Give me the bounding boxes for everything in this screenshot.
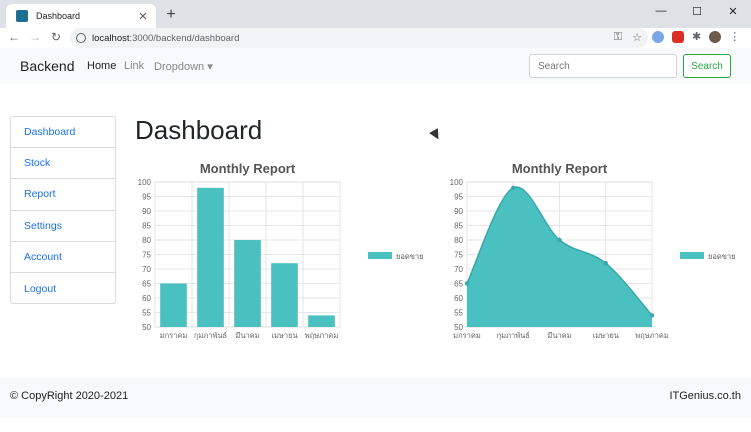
tab-title: Dashboard (36, 11, 81, 21)
nav-dropdown[interactable]: Dropdown ▾ (154, 61, 213, 73)
sidebar-item-report[interactable]: Report (11, 179, 115, 211)
sidebar-item-account[interactable]: Account (11, 242, 115, 273)
bar (308, 315, 335, 327)
y-tick-label: 100 (138, 178, 152, 187)
sidebar-item-dashboard[interactable]: Dashboard (11, 117, 115, 149)
page-title: Dashboard (135, 115, 263, 145)
url-path: :3000/backend/dashboard (129, 32, 240, 44)
bookmark-star-icon[interactable]: ☆ (632, 32, 642, 44)
browser-tab[interactable]: Dashboard ✕ (6, 4, 156, 28)
x-tick-label: กุมภาพันธ์ (497, 331, 530, 340)
sidebar-menu: Dashboard Stock Report Settings Account … (10, 116, 116, 304)
footer: © CopyRight 2020-2021 ITGenius.co.th (0, 378, 751, 418)
minimize-icon[interactable]: — (655, 5, 667, 17)
close-window-icon[interactable]: ✕ (728, 5, 738, 18)
data-point (649, 313, 655, 318)
copyright-text: © CopyRight 2020-2021 (10, 390, 129, 402)
search-input[interactable] (529, 54, 677, 78)
y-tick-label: 65 (454, 280, 463, 289)
browser-tab-strip: Dashboard ✕ + — ☐ ✕ (0, 0, 751, 28)
x-tick-label: มกราคม (453, 331, 481, 340)
search-button[interactable]: Search (683, 54, 731, 78)
navbar-brand[interactable]: Backend (20, 58, 75, 74)
extension-icon[interactable] (672, 30, 684, 43)
data-point (557, 237, 562, 243)
y-tick-label: 75 (454, 251, 463, 260)
y-tick-label: 60 (454, 294, 463, 303)
avatar[interactable] (709, 30, 722, 43)
y-tick-label: 100 (450, 178, 464, 187)
y-tick-label: 70 (454, 265, 463, 274)
y-tick-label: 90 (454, 207, 463, 216)
y-tick-label: 85 (142, 222, 151, 231)
footer-brand: ITGenius.co.th (669, 390, 741, 402)
area-line (466, 186, 653, 316)
x-tick-label: กุมภาพันธ์ (194, 331, 227, 340)
y-tick-label: 75 (142, 251, 151, 260)
extension-icon[interactable] (652, 30, 664, 43)
back-icon[interactable]: ← (8, 30, 20, 44)
area-chart: Monthly Report 50 55 60 65 70 75 80 85 90 95 100 มกร… (447, 155, 747, 355)
y-tick-label: 60 (142, 294, 151, 303)
chart-title: Monthly Report (200, 161, 296, 176)
y-tick-label: 95 (454, 193, 463, 202)
y-tick-label: 95 (142, 193, 151, 202)
address-bar-row: ← → ↻ localhost :3000/backend/dashboard … (0, 28, 751, 48)
area-fill (467, 187, 652, 327)
bar (197, 187, 224, 327)
x-tick-label: พฤษภาคม (305, 331, 339, 340)
y-tick-label: 50 (454, 323, 463, 332)
x-tick-label: มกราคม (160, 331, 188, 340)
y-tick-label: 80 (454, 236, 463, 245)
legend-label: ยอดขาย (708, 252, 736, 261)
x-tick-label: มีนาคม (547, 331, 571, 340)
maximize-icon[interactable]: ☐ (692, 5, 702, 18)
y-tick-label: 90 (142, 207, 151, 216)
y-tick-label: 55 (142, 309, 151, 318)
url-host: localhost (92, 32, 130, 44)
sidebar-item-stock[interactable]: Stock (11, 148, 115, 180)
y-tick-label: 85 (454, 222, 463, 231)
key-icon[interactable]: ⚿ (613, 31, 623, 43)
bar (234, 240, 261, 327)
bar-chart-svg: Monthly Report 50 55 60 65 70 75 80 85 90 95 100 มกร… (138, 161, 424, 340)
menu-dots-icon[interactable]: ⋮ (729, 31, 741, 43)
nav-home[interactable]: Home (87, 60, 117, 72)
react-favicon-icon (16, 10, 28, 22)
legend-swatch (368, 252, 392, 259)
x-tick-label: พฤษภาคม (635, 331, 669, 340)
y-tick-label: 65 (142, 280, 151, 289)
bar-chart: Monthly Report 50 55 60 65 70 75 80 85 90 95 100 มกร… (135, 155, 435, 355)
app-navbar: Backend Home Link Dropdown ▾ Search (0, 48, 751, 84)
area-chart-svg: Monthly Report 50 55 60 65 70 75 80 85 90 95 100 มกร… (450, 161, 736, 340)
chart-title: Monthly Report (512, 161, 608, 176)
reload-icon[interactable]: ↻ (50, 30, 62, 44)
y-tick-label: 50 (142, 323, 151, 332)
url-bar[interactable]: localhost :3000/backend/dashboard ⚿ ☆ (70, 28, 648, 48)
forward-icon[interactable]: → (29, 30, 41, 44)
x-tick-label: เมษายน (271, 331, 297, 340)
legend-label: ยอดขาย (396, 252, 424, 261)
site-info-icon[interactable] (76, 33, 86, 43)
new-tab-button[interactable]: + (166, 6, 176, 23)
puzzle-icon[interactable]: ✱ (692, 31, 702, 43)
legend-swatch (680, 252, 704, 259)
data-point (603, 261, 608, 266)
sidebar-item-settings[interactable]: Settings (11, 211, 115, 242)
window-controls: — ☐ ✕ (643, 0, 751, 22)
mouse-cursor-icon (429, 128, 443, 142)
data-point (464, 281, 470, 286)
nav-link[interactable]: Link (124, 60, 145, 72)
data-point (511, 185, 516, 190)
y-tick-label: 70 (142, 265, 151, 274)
bar (271, 263, 298, 327)
x-tick-label: เมษายน (593, 331, 619, 340)
sidebar-item-logout[interactable]: Logout (24, 282, 57, 295)
close-tab-icon[interactable]: ✕ (138, 10, 148, 23)
y-tick-label: 80 (142, 236, 151, 245)
y-tick-label: 55 (454, 309, 463, 318)
x-tick-label: มีนาคม (235, 331, 259, 340)
bar (160, 283, 187, 327)
